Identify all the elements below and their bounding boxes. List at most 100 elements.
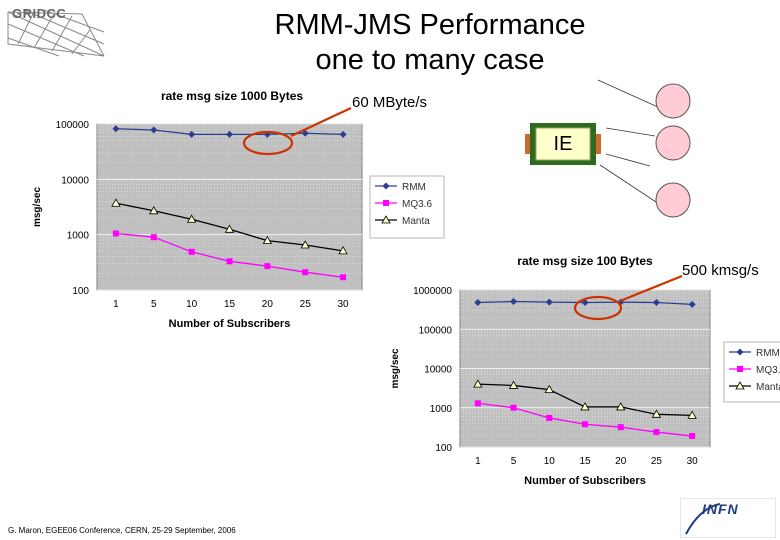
footer-citation: G. Maron, EGEE06 Conference, CERN, 25-29…: [8, 526, 236, 535]
legend-item: RMM: [729, 348, 780, 359]
x-tick-label: 5: [151, 299, 157, 310]
data-point: [581, 299, 589, 307]
title-line-1: RMM-JMS Performance: [274, 9, 586, 41]
legend-marker: [736, 348, 744, 356]
annotation-500-kmsg: 500 kmsg/s: [682, 262, 759, 279]
legend-marker: [735, 381, 745, 390]
infn-logo: [680, 498, 776, 538]
data-point: [111, 198, 121, 207]
legend-marker: [383, 200, 389, 206]
series-mq36: [474, 400, 696, 440]
title-line-2: one to many case: [315, 44, 545, 76]
data-point: [546, 414, 553, 421]
data-point: [186, 214, 197, 223]
data-point: [302, 269, 309, 276]
y-tick-label: 100000: [56, 120, 90, 131]
data-point: [582, 421, 588, 428]
y-tick-label: 1000: [430, 404, 453, 415]
data-point: [226, 130, 233, 138]
x-tick-label: 10: [544, 456, 556, 467]
x-axis-label: Number of Subscribers: [169, 318, 291, 330]
x-tick-label: 5: [511, 456, 517, 467]
y-tick-label: 100: [72, 286, 89, 297]
data-point: [339, 130, 347, 138]
data-point: [688, 300, 696, 308]
legend-label: Manta: [756, 382, 780, 393]
data-point: [510, 297, 518, 305]
legend: RMM MQ3.6 Manta: [723, 341, 780, 403]
x-tick-label: 10: [186, 299, 198, 310]
series-rmm: [474, 297, 696, 308]
legend-item: MQ3.6: [375, 199, 432, 210]
legend-item: RMM: [375, 182, 426, 193]
data-point: [188, 130, 196, 138]
data-point: [545, 298, 553, 306]
highlight-arrow-1: [290, 107, 352, 137]
legend-label: Manta: [402, 216, 430, 227]
annotation-60-mbyte: 60 MByte/s: [352, 94, 428, 111]
data-point: [510, 404, 517, 411]
x-tick-label: 30: [338, 299, 350, 310]
x-tick-label: 20: [262, 299, 274, 310]
legend-marker: [382, 182, 390, 190]
x-tick-label: 25: [651, 456, 663, 467]
x-tick-label: 30: [687, 456, 699, 467]
fanout-lines: [597, 79, 661, 203]
y-tick-label: 100000: [419, 325, 453, 336]
infn-logo-text: INFN: [702, 501, 739, 517]
legend-label: RMM: [402, 182, 426, 193]
y-tick-label: 1000: [67, 231, 90, 242]
legend-item: Manta: [375, 215, 430, 227]
highlight-ellipse-2: [573, 295, 623, 321]
data-point: [301, 129, 309, 137]
series-manta: [473, 379, 697, 419]
data-point: [262, 235, 273, 245]
x-axis-label: Number of Subscribers: [524, 475, 646, 487]
y-tick-label: 100: [435, 443, 452, 454]
legend-item: MQ3.6: [729, 365, 780, 376]
data-point: [617, 424, 624, 431]
data-point: [474, 400, 481, 407]
broker-box: [525, 123, 601, 165]
data-point: [687, 410, 697, 419]
data-point: [653, 429, 660, 436]
data-point: [340, 274, 347, 281]
data-point: [112, 230, 119, 237]
data-point: [150, 126, 158, 134]
data-point: [544, 384, 554, 394]
highlight-ellipse-1: [242, 130, 294, 156]
x-tick-label: 15: [224, 299, 236, 310]
series-rmm: [112, 125, 347, 138]
data-point: [224, 224, 235, 233]
data-point: [149, 205, 159, 215]
series-manta: [111, 198, 348, 255]
highlight-arrow-2: [619, 274, 683, 303]
data-point: [150, 234, 157, 241]
x-tick-label: 1: [475, 456, 481, 467]
x-tick-label: 20: [615, 456, 627, 467]
slide-title: RMM-JMS Performance one to many case: [170, 8, 690, 78]
legend-label: RMM: [756, 348, 780, 359]
y-tick-label: 1000000: [413, 286, 452, 297]
legend: RMM MQ3.6 Manta: [369, 175, 445, 239]
data-point: [652, 299, 660, 307]
x-tick-label: 25: [300, 299, 312, 310]
legend-marker: [381, 215, 391, 224]
data-point: [188, 248, 195, 255]
data-point: [689, 433, 696, 440]
subscriber-1: [655, 83, 691, 119]
legend-label: MQ3.6: [756, 365, 780, 376]
gridcc-logo-text: GRIDCC: [12, 6, 67, 21]
y-axis-label: msg/sec: [390, 348, 401, 388]
y-tick-label: 10000: [61, 175, 89, 186]
data-point: [508, 380, 519, 389]
y-tick-label: 10000: [424, 365, 452, 376]
data-point: [264, 263, 271, 270]
legend-marker: [737, 366, 743, 372]
chart-title: rate msg size 100 Bytes: [517, 254, 653, 268]
chart-title: rate msg size 1000 Bytes: [161, 89, 303, 103]
x-tick-label: 1: [113, 299, 119, 310]
data-point: [616, 402, 626, 411]
